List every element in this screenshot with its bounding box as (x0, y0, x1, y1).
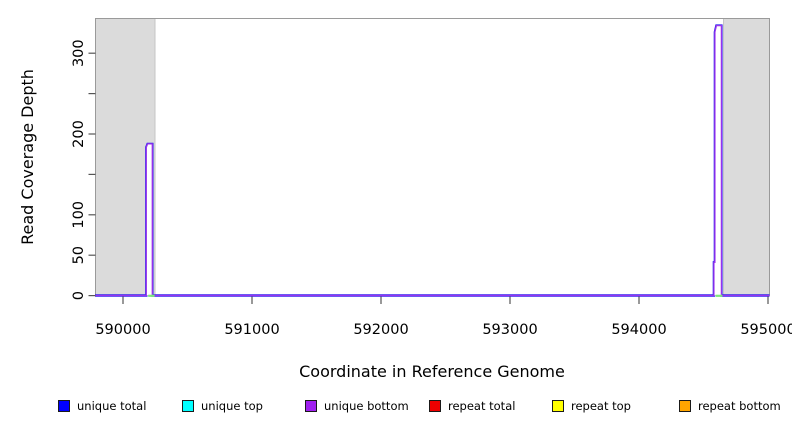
legend-label: unique total (77, 399, 147, 413)
legend-item-repeat-top: repeat top (552, 399, 631, 413)
legend-label: unique bottom (324, 399, 409, 413)
y-tick-label: 300 (71, 39, 87, 67)
shaded-region-right (723, 18, 770, 296)
legend-label: unique top (201, 399, 263, 413)
repeat-top-swatch-icon (552, 400, 564, 412)
shaded-region-left (95, 18, 156, 296)
unique-total-swatch-icon (58, 400, 70, 412)
legend-item-unique-bottom: unique bottom (305, 399, 409, 413)
repeat-total-swatch-icon (429, 400, 441, 412)
plot-canvas: 590000 591000 592000 593000 594000 59500… (18, 18, 792, 381)
legend-item-repeat-bottom: repeat bottom (679, 399, 781, 413)
x-tick-label: 590000 (95, 322, 150, 338)
x-axis-tick-labels: 590000 591000 592000 593000 594000 59500… (95, 322, 792, 338)
legend-item-repeat-total: repeat total (429, 399, 515, 413)
legend: unique total unique top unique bottom re… (0, 396, 792, 426)
coverage-line-unique-total (95, 24, 770, 297)
y-axis-title: Read Coverage Depth (18, 69, 37, 245)
legend-label: repeat top (571, 399, 631, 413)
y-tick-label: 100 (71, 201, 87, 229)
x-tick-label: 594000 (611, 322, 666, 338)
coverage-line-unique-bottom (95, 24, 770, 297)
legend-item-unique-total: unique total (58, 399, 146, 413)
legend-label: repeat total (448, 399, 516, 413)
y-axis-tick-labels: 0 50 100 200 300 (71, 39, 87, 300)
y-tick-label: 200 (71, 120, 87, 148)
legend-item-unique-top: unique top (182, 399, 263, 413)
unique-bottom-swatch-icon (305, 400, 317, 412)
legend-label: repeat bottom (698, 399, 781, 413)
unique-top-swatch-icon (182, 400, 194, 412)
x-tick-label: 593000 (482, 322, 537, 338)
x-axis-title: Coordinate in Reference Genome (299, 362, 565, 381)
y-axis-ticks (88, 52, 96, 297)
plot-box-border (95, 18, 770, 296)
x-tick-label: 591000 (224, 322, 279, 338)
x-axis-ticks (122, 296, 769, 304)
x-tick-label: 592000 (353, 322, 408, 338)
x-tick-label: 595000 (740, 322, 792, 338)
repeat-bottom-swatch-icon (679, 400, 691, 412)
y-tick-label: 50 (71, 246, 87, 264)
y-tick-label: 0 (71, 291, 87, 300)
